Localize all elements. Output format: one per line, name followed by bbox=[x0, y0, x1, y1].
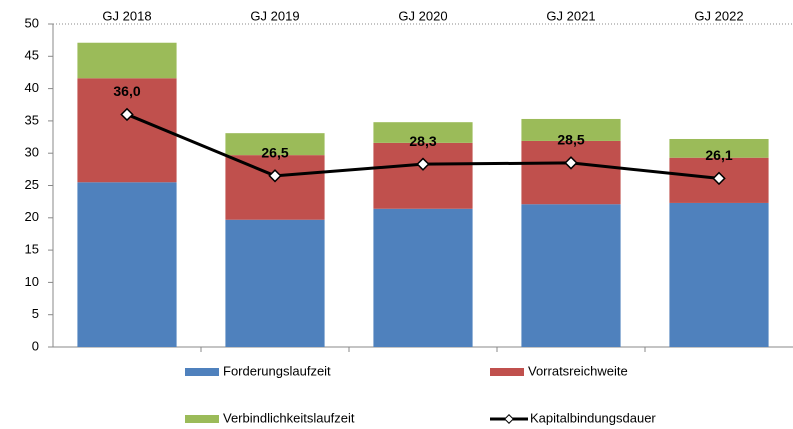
x-tick-label: GJ 2018 bbox=[102, 8, 151, 23]
legend-marker bbox=[504, 414, 514, 424]
bar-segment bbox=[373, 142, 473, 209]
legend-swatch bbox=[185, 368, 219, 376]
bar-segment bbox=[373, 208, 473, 347]
data-label: 26,5 bbox=[261, 145, 288, 161]
x-tick-label: GJ 2020 bbox=[398, 8, 447, 23]
bar-segment bbox=[669, 202, 769, 347]
data-label: 36,0 bbox=[113, 83, 140, 99]
y-tick-label: 10 bbox=[25, 274, 39, 289]
data-label: 26,1 bbox=[705, 147, 732, 163]
x-tick-label: GJ 2022 bbox=[694, 8, 743, 23]
legend-label: Forderungslaufzeit bbox=[223, 363, 331, 378]
bar-segment bbox=[669, 138, 769, 158]
y-tick-label: 0 bbox=[32, 338, 39, 353]
legend-swatch bbox=[490, 368, 524, 376]
bar-segment bbox=[521, 118, 621, 141]
y-tick-label: 20 bbox=[25, 209, 39, 224]
legend-label: Vorratsreichweite bbox=[528, 363, 628, 378]
bar-segment bbox=[77, 42, 177, 79]
data-label: 28,3 bbox=[409, 133, 436, 149]
line-marker bbox=[564, 156, 578, 170]
bar-segment bbox=[225, 133, 325, 156]
y-tick-label: 25 bbox=[25, 177, 39, 192]
data-label: 28,5 bbox=[557, 132, 584, 148]
x-tick-label: GJ 2019 bbox=[250, 8, 299, 23]
line-marker bbox=[120, 107, 134, 122]
legend-swatch bbox=[185, 415, 219, 423]
legend-label: Kapitalbindungsdauer bbox=[530, 410, 656, 425]
y-tick-label: 50 bbox=[25, 15, 39, 30]
line-marker bbox=[268, 169, 282, 183]
bar-segment bbox=[77, 182, 177, 347]
y-tick-label: 45 bbox=[25, 48, 39, 63]
y-tick-label: 35 bbox=[25, 112, 39, 127]
line-marker bbox=[712, 171, 726, 186]
x-tick-label: GJ 2021 bbox=[546, 8, 595, 23]
line-marker bbox=[416, 157, 430, 171]
bar-segment bbox=[77, 78, 177, 183]
bar-segment bbox=[521, 204, 621, 347]
y-tick-label: 40 bbox=[25, 80, 39, 95]
y-tick-label: 15 bbox=[25, 242, 39, 257]
bar-segment bbox=[521, 140, 621, 205]
y-tick-label: 5 bbox=[32, 306, 39, 321]
bar-segment bbox=[373, 122, 473, 143]
bar-segment bbox=[225, 155, 325, 220]
y-tick-label: 30 bbox=[25, 145, 39, 160]
bar-segment bbox=[225, 219, 325, 347]
legend-label: Verbindlichkeitslaufzeit bbox=[223, 410, 355, 425]
